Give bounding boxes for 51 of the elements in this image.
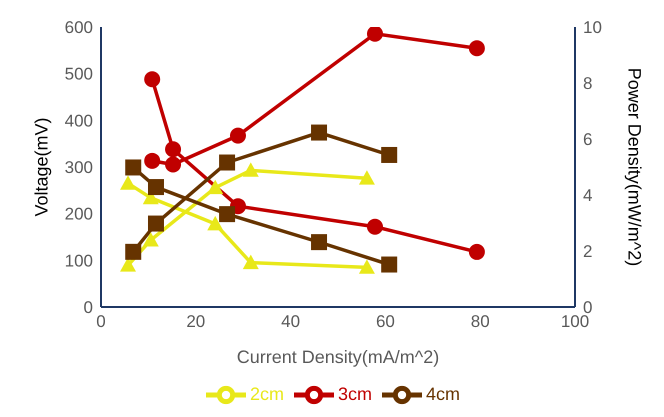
- point: [311, 124, 328, 141]
- point: [358, 170, 375, 185]
- x-tick-label: 80: [470, 312, 490, 332]
- point: [366, 27, 383, 42]
- y-axis-title: Voltage(mV): [31, 117, 52, 217]
- y2-tick-label: 2: [583, 242, 592, 262]
- point: [144, 152, 160, 169]
- point: [242, 162, 259, 177]
- y2-tick-label: 4: [583, 186, 592, 206]
- point: [125, 244, 142, 260]
- y-tick-label: 0: [84, 298, 93, 318]
- point: [148, 216, 164, 232]
- point: [125, 159, 142, 176]
- point: [144, 71, 160, 88]
- point: [381, 256, 398, 273]
- point: [219, 154, 236, 171]
- x-tick-label: 60: [376, 312, 395, 332]
- x-tick-label: 40: [281, 312, 300, 332]
- point: [142, 232, 159, 246]
- point: [148, 179, 164, 196]
- y2-tick-label: 6: [583, 130, 592, 150]
- point: [366, 218, 383, 235]
- y-tick-label: 100: [64, 251, 93, 270]
- point: [120, 175, 136, 190]
- y-tick-label: 400: [64, 111, 93, 130]
- x-tick-label: 0: [96, 312, 106, 332]
- point: [242, 254, 259, 270]
- y-tick-label: 300: [64, 158, 93, 178]
- point: [165, 141, 182, 158]
- x-tick-label: 20: [186, 312, 206, 332]
- y-tick-label: 500: [64, 64, 93, 84]
- y2-tick-label: 10: [583, 18, 602, 38]
- point: [381, 146, 398, 163]
- y-tick-label: 200: [64, 204, 93, 224]
- point: [207, 216, 224, 230]
- x-tick-label: 100: [560, 312, 590, 332]
- legend-label: 3cm: [338, 384, 372, 404]
- point: [311, 234, 328, 250]
- y-tick-label: 600: [64, 18, 93, 38]
- y2-tick-label: 8: [583, 74, 592, 94]
- point: [230, 128, 246, 144]
- legend-label: 4cm: [426, 384, 460, 404]
- point: [468, 244, 485, 260]
- y2-axis-title: Power Density(mW/m^2): [624, 68, 645, 266]
- legend-label: 2cm: [250, 384, 284, 404]
- point: [207, 180, 224, 194]
- point: [358, 259, 375, 274]
- x-axis-title: Current Density(mA/m^2): [236, 347, 440, 367]
- point: [165, 156, 182, 172]
- point: [468, 40, 485, 56]
- point: [219, 206, 236, 222]
